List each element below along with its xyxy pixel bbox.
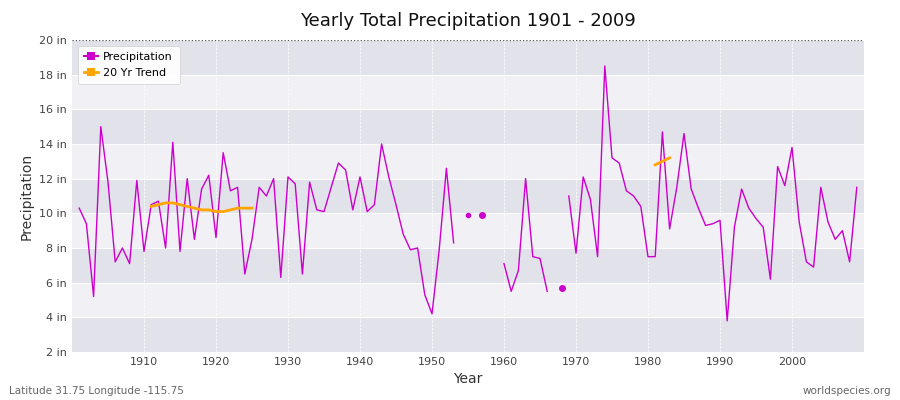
Bar [72,248,864,283]
Y-axis label: Precipitation: Precipitation [20,152,33,240]
Bar [72,109,864,144]
Title: Yearly Total Precipitation 1901 - 2009: Yearly Total Precipitation 1901 - 2009 [300,12,636,30]
Text: worldspecies.org: worldspecies.org [803,386,891,396]
Bar [72,317,864,352]
Legend: Precipitation, 20 Yr Trend: Precipitation, 20 Yr Trend [77,46,179,84]
X-axis label: Year: Year [454,372,482,386]
Bar [72,40,864,75]
Bar [72,179,864,213]
Text: Latitude 31.75 Longitude -115.75: Latitude 31.75 Longitude -115.75 [9,386,184,396]
